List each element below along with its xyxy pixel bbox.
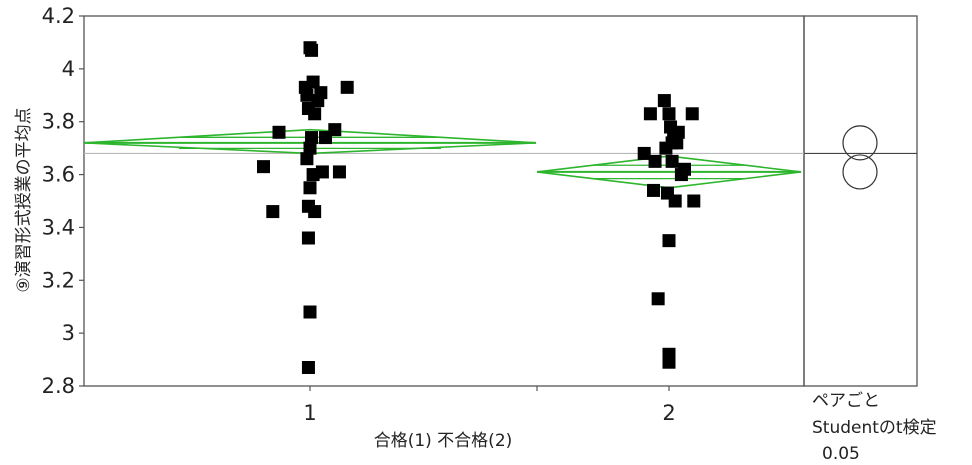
data-point-1-18 bbox=[303, 305, 317, 319]
data-point-1-19 bbox=[301, 361, 315, 374]
data-point-1-8 bbox=[303, 181, 317, 195]
data-point-1-17 bbox=[301, 231, 315, 245]
data-point-1-26 bbox=[300, 88, 314, 102]
data-point-1-7 bbox=[300, 152, 314, 166]
y-tick-label-1: 3 bbox=[62, 321, 75, 345]
data-point-1-20 bbox=[315, 165, 329, 179]
y-tick-label-5: 3.8 bbox=[42, 110, 75, 134]
means-diamonds bbox=[83, 128, 802, 189]
data-point-1-2 bbox=[272, 125, 286, 139]
data-point-1-22 bbox=[328, 123, 342, 137]
data-point-2-0 bbox=[643, 107, 657, 121]
data-points bbox=[257, 41, 701, 374]
data-point-2-10 bbox=[665, 154, 679, 168]
y-tick-label-4: 3.6 bbox=[42, 163, 75, 187]
data-point-1-16 bbox=[308, 205, 322, 219]
x-axis-title: 合格(1) 不合格(2) bbox=[374, 431, 513, 451]
side-panel-label-test: Studentのt検定 bbox=[812, 418, 937, 438]
data-point-1-25 bbox=[306, 75, 320, 89]
y-tick-label-0: 2.8 bbox=[42, 374, 75, 398]
data-point-1-12 bbox=[305, 131, 319, 145]
data-point-2-8 bbox=[637, 146, 651, 160]
data-point-2-2 bbox=[662, 107, 676, 121]
data-point-1-6 bbox=[305, 43, 319, 57]
data-point-1-24 bbox=[340, 80, 354, 94]
data-point-2-16 bbox=[687, 194, 701, 208]
data-point-2-15 bbox=[668, 194, 682, 208]
x-tick-label-0: 1 bbox=[303, 401, 316, 425]
data-point-1-23 bbox=[332, 165, 346, 179]
plot-frame bbox=[83, 15, 918, 387]
data-point-1-1 bbox=[266, 205, 280, 219]
y-tick-label-2: 3.2 bbox=[42, 268, 75, 292]
data-point-2-9 bbox=[648, 154, 662, 168]
side-panel-label-alpha: 0.05 bbox=[822, 444, 860, 464]
data-point-1-11 bbox=[303, 141, 317, 155]
data-point-2-6 bbox=[671, 125, 685, 139]
data-point-2-7 bbox=[685, 107, 699, 121]
data-point-1-13 bbox=[308, 107, 322, 121]
data-point-1-0 bbox=[257, 160, 270, 174]
y-tick-label-6: 4 bbox=[62, 57, 75, 81]
side-panel-label-pairwise: ペアごと bbox=[812, 391, 880, 411]
y-tick-label-7: 4.2 bbox=[42, 4, 75, 28]
data-point-2-1 bbox=[657, 94, 671, 108]
data-point-2-22 bbox=[659, 141, 673, 155]
comparison-circle-1 bbox=[842, 125, 878, 161]
data-point-2-13 bbox=[647, 183, 660, 197]
y-axis-ticks: 2.8 3 3.2 3.4 3.6 3.8 4 4.2 bbox=[42, 4, 84, 398]
data-point-2-18 bbox=[651, 292, 665, 306]
data-point-2-17 bbox=[662, 234, 676, 248]
comparison-circle-2 bbox=[842, 154, 878, 190]
x-tick-label-1: 2 bbox=[662, 401, 675, 425]
data-point-1-15 bbox=[314, 86, 328, 100]
y-axis-title: ⑨演習形式授業の平均点 bbox=[14, 107, 34, 292]
comparison-circles bbox=[842, 125, 878, 190]
data-point-2-12 bbox=[678, 162, 691, 176]
y-tick-label-3: 3.4 bbox=[42, 215, 75, 239]
data-point-2-20 bbox=[662, 355, 676, 369]
